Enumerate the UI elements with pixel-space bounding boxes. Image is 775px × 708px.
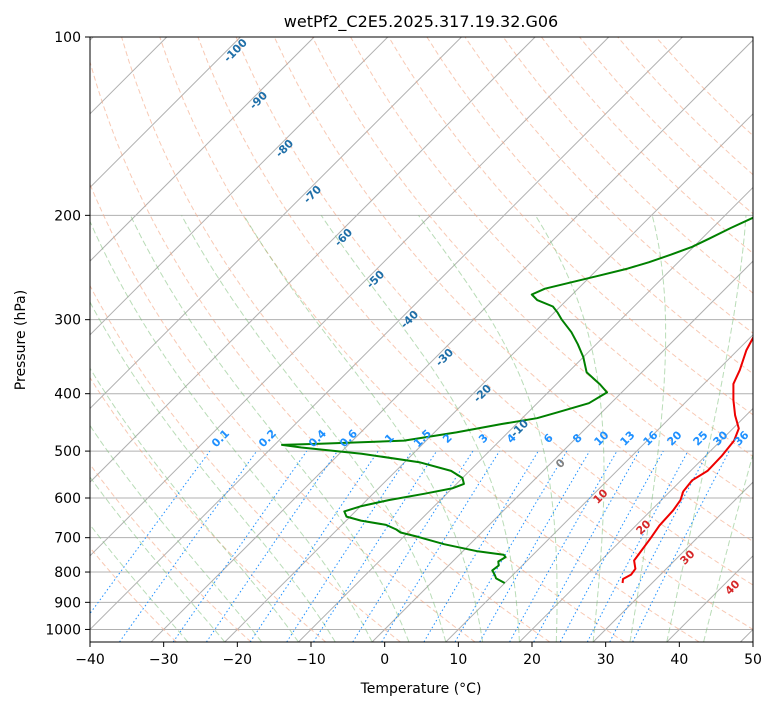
y-tick-label: 100 — [54, 30, 81, 46]
isotherm-line — [90, 37, 389, 336]
dry-adiabat-line — [90, 182, 476, 642]
moist-adiabat-line — [181, 215, 447, 642]
isotherm-line — [371, 260, 753, 642]
isotherm-line — [592, 481, 753, 642]
isotherm-line — [90, 37, 315, 262]
isotherm-line — [519, 407, 753, 642]
mixing-ratio-line — [205, 450, 338, 642]
dewpoint-line — [281, 216, 753, 584]
dry-adiabat-line — [90, 376, 327, 642]
dry-adiabat-line — [90, 284, 401, 642]
dry-adiabat-line — [90, 546, 177, 642]
mixing-ratio-line — [352, 450, 474, 642]
plot-frame — [89, 36, 754, 643]
x-tick-label: 0 — [380, 652, 389, 668]
x-axis-label: Temperature (°C) — [360, 681, 482, 697]
moist-adiabat-line — [129, 215, 410, 642]
y-axis-ticks: 100 200 300 400 500 600 700 800 900 1000 — [45, 30, 90, 638]
dry-adiabat-line — [197, 37, 753, 630]
y-tick-label: 700 — [54, 531, 81, 547]
mixing-ratio-line — [313, 450, 438, 642]
x-tick-label: −30 — [149, 652, 179, 668]
moist-adiabat-line — [90, 476, 226, 642]
moist-adiabat-line — [90, 301, 336, 642]
dry-adiabat-line — [311, 37, 753, 500]
moist-adiabat-line — [418, 215, 558, 642]
moist-adiabat-line — [666, 215, 747, 642]
chart-title: wetPf2_C2E5.2025.317.19.32.G06 — [284, 12, 558, 32]
isotherm-line — [90, 37, 536, 483]
mixing-ratio-line — [533, 450, 640, 642]
y-tick-label: 600 — [54, 491, 81, 507]
dry-adiabat-line — [90, 463, 252, 642]
mixing-ratio-line — [119, 450, 258, 642]
isotherm-line — [90, 37, 241, 189]
x-tick-label: −10 — [296, 652, 326, 668]
mixing-ratio-line — [286, 450, 413, 642]
dry-adiabat-line — [90, 60, 551, 642]
y-tick-label: 500 — [54, 444, 81, 460]
moist-adiabat-line — [534, 215, 605, 642]
moist-adiabat-line — [90, 367, 299, 642]
mixing-ratio-line — [381, 450, 500, 642]
x-tick-label: 10 — [449, 652, 467, 668]
x-tick-label: −20 — [223, 652, 253, 668]
x-tick-label: 50 — [744, 652, 762, 668]
dry-adiabat-line — [502, 37, 753, 294]
isotherm-line — [224, 113, 753, 642]
x-tick-label: 20 — [523, 652, 541, 668]
x-axis-ticks: −40 −30 −20 −10 0 10 20 30 40 50 — [75, 642, 762, 668]
isotherm-line — [90, 37, 610, 557]
grid-lines — [90, 37, 753, 642]
isotherm-line — [445, 334, 753, 642]
x-tick-label: 40 — [670, 652, 688, 668]
moist-adiabat-line — [243, 215, 484, 642]
isotherm-line — [150, 39, 753, 642]
mixing-ratio-line — [90, 450, 211, 615]
mixing-ratio-line — [632, 450, 730, 642]
temperature-line — [621, 335, 753, 584]
dry-adiabat-line — [426, 37, 753, 375]
dry-adiabat-line — [388, 37, 753, 416]
mixing-ratio-line — [559, 450, 664, 642]
moist-adiabat-line — [703, 452, 753, 642]
y-tick-label: 200 — [54, 208, 81, 224]
x-tick-label: 30 — [597, 652, 615, 668]
moist-adiabat-line — [629, 215, 667, 642]
isotherm-line — [90, 37, 462, 410]
moist-adiabat-line — [320, 215, 520, 642]
mixing-ratio-line — [509, 450, 618, 642]
y-tick-label: 1000 — [45, 622, 81, 638]
x-tick-label: −40 — [75, 652, 105, 668]
y-tick-label: 800 — [54, 565, 81, 581]
moist-adiabat-line — [90, 524, 189, 642]
dry-adiabat-line — [235, 37, 753, 586]
y-tick-label: 300 — [54, 313, 81, 329]
mixing-ratio-line — [172, 450, 308, 642]
mixing-ratio-line — [249, 450, 379, 642]
y-tick-label: 400 — [54, 387, 81, 403]
y-axis-label: Pressure (hPa) — [13, 290, 29, 390]
dry-adiabat-line — [121, 37, 625, 642]
dry-adiabat-line — [159, 37, 700, 642]
sounding-profiles — [281, 216, 753, 584]
y-tick-label: 900 — [54, 595, 81, 611]
